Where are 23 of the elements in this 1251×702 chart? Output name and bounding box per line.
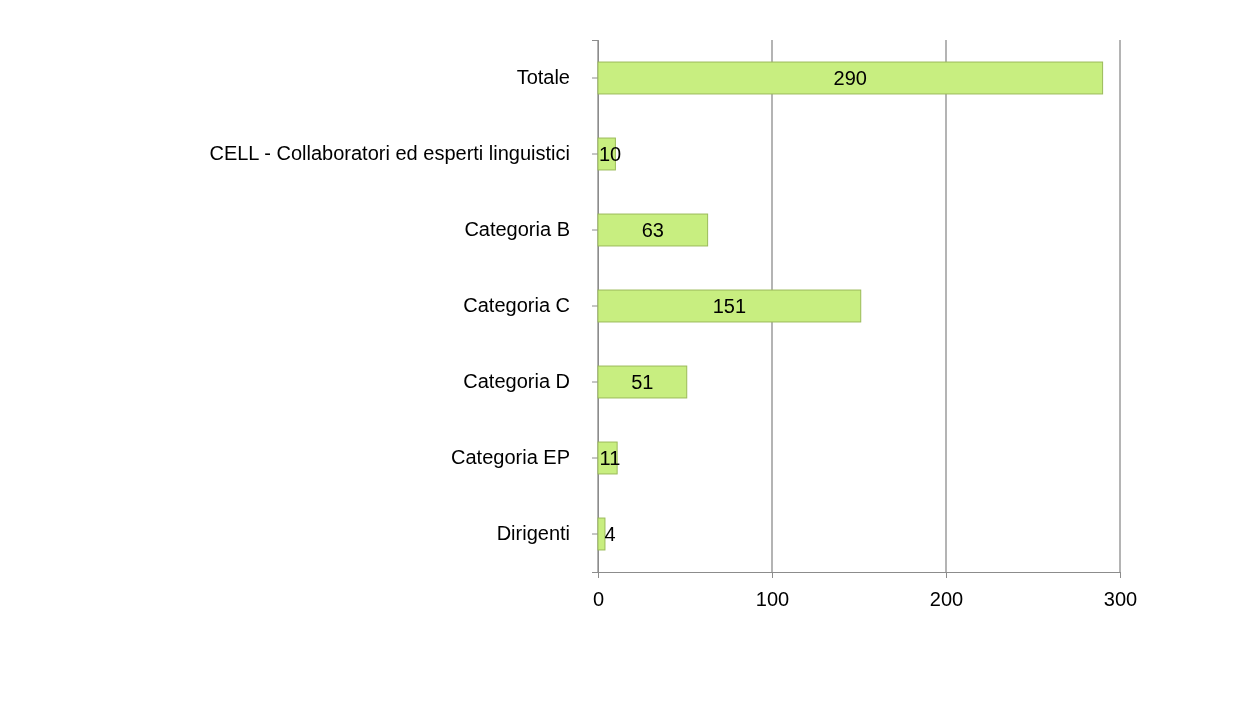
bar [597,517,606,551]
data-label: 151 [712,295,747,317]
data-label: 4 [604,523,616,545]
data-label: 51 [631,371,654,393]
bar [597,365,688,399]
y-tick-label: Categoria EP [451,446,570,469]
y-tick-label: Dirigenti [496,522,570,545]
x-tick-label: 100 [755,588,790,611]
data-label: 63 [641,219,664,241]
y-tick-label: Categoria C [463,294,570,317]
bar [597,61,1104,95]
x-tick-label: 0 [592,588,605,611]
y-tick-label: Categoria D [463,370,570,393]
y-tick-label: Totale [516,66,570,89]
y-tick-label: CELL - Collaboratori ed esperti linguistici [209,142,570,165]
data-label: 10 [598,143,622,165]
data-label: 290 [833,67,867,89]
x-tick-label: 300 [1103,588,1138,611]
y-tick-label: Categoria B [464,218,570,241]
data-label: 11 [599,447,621,469]
bar [597,213,709,247]
bar [597,289,862,323]
x-tick-label: 200 [929,588,964,611]
